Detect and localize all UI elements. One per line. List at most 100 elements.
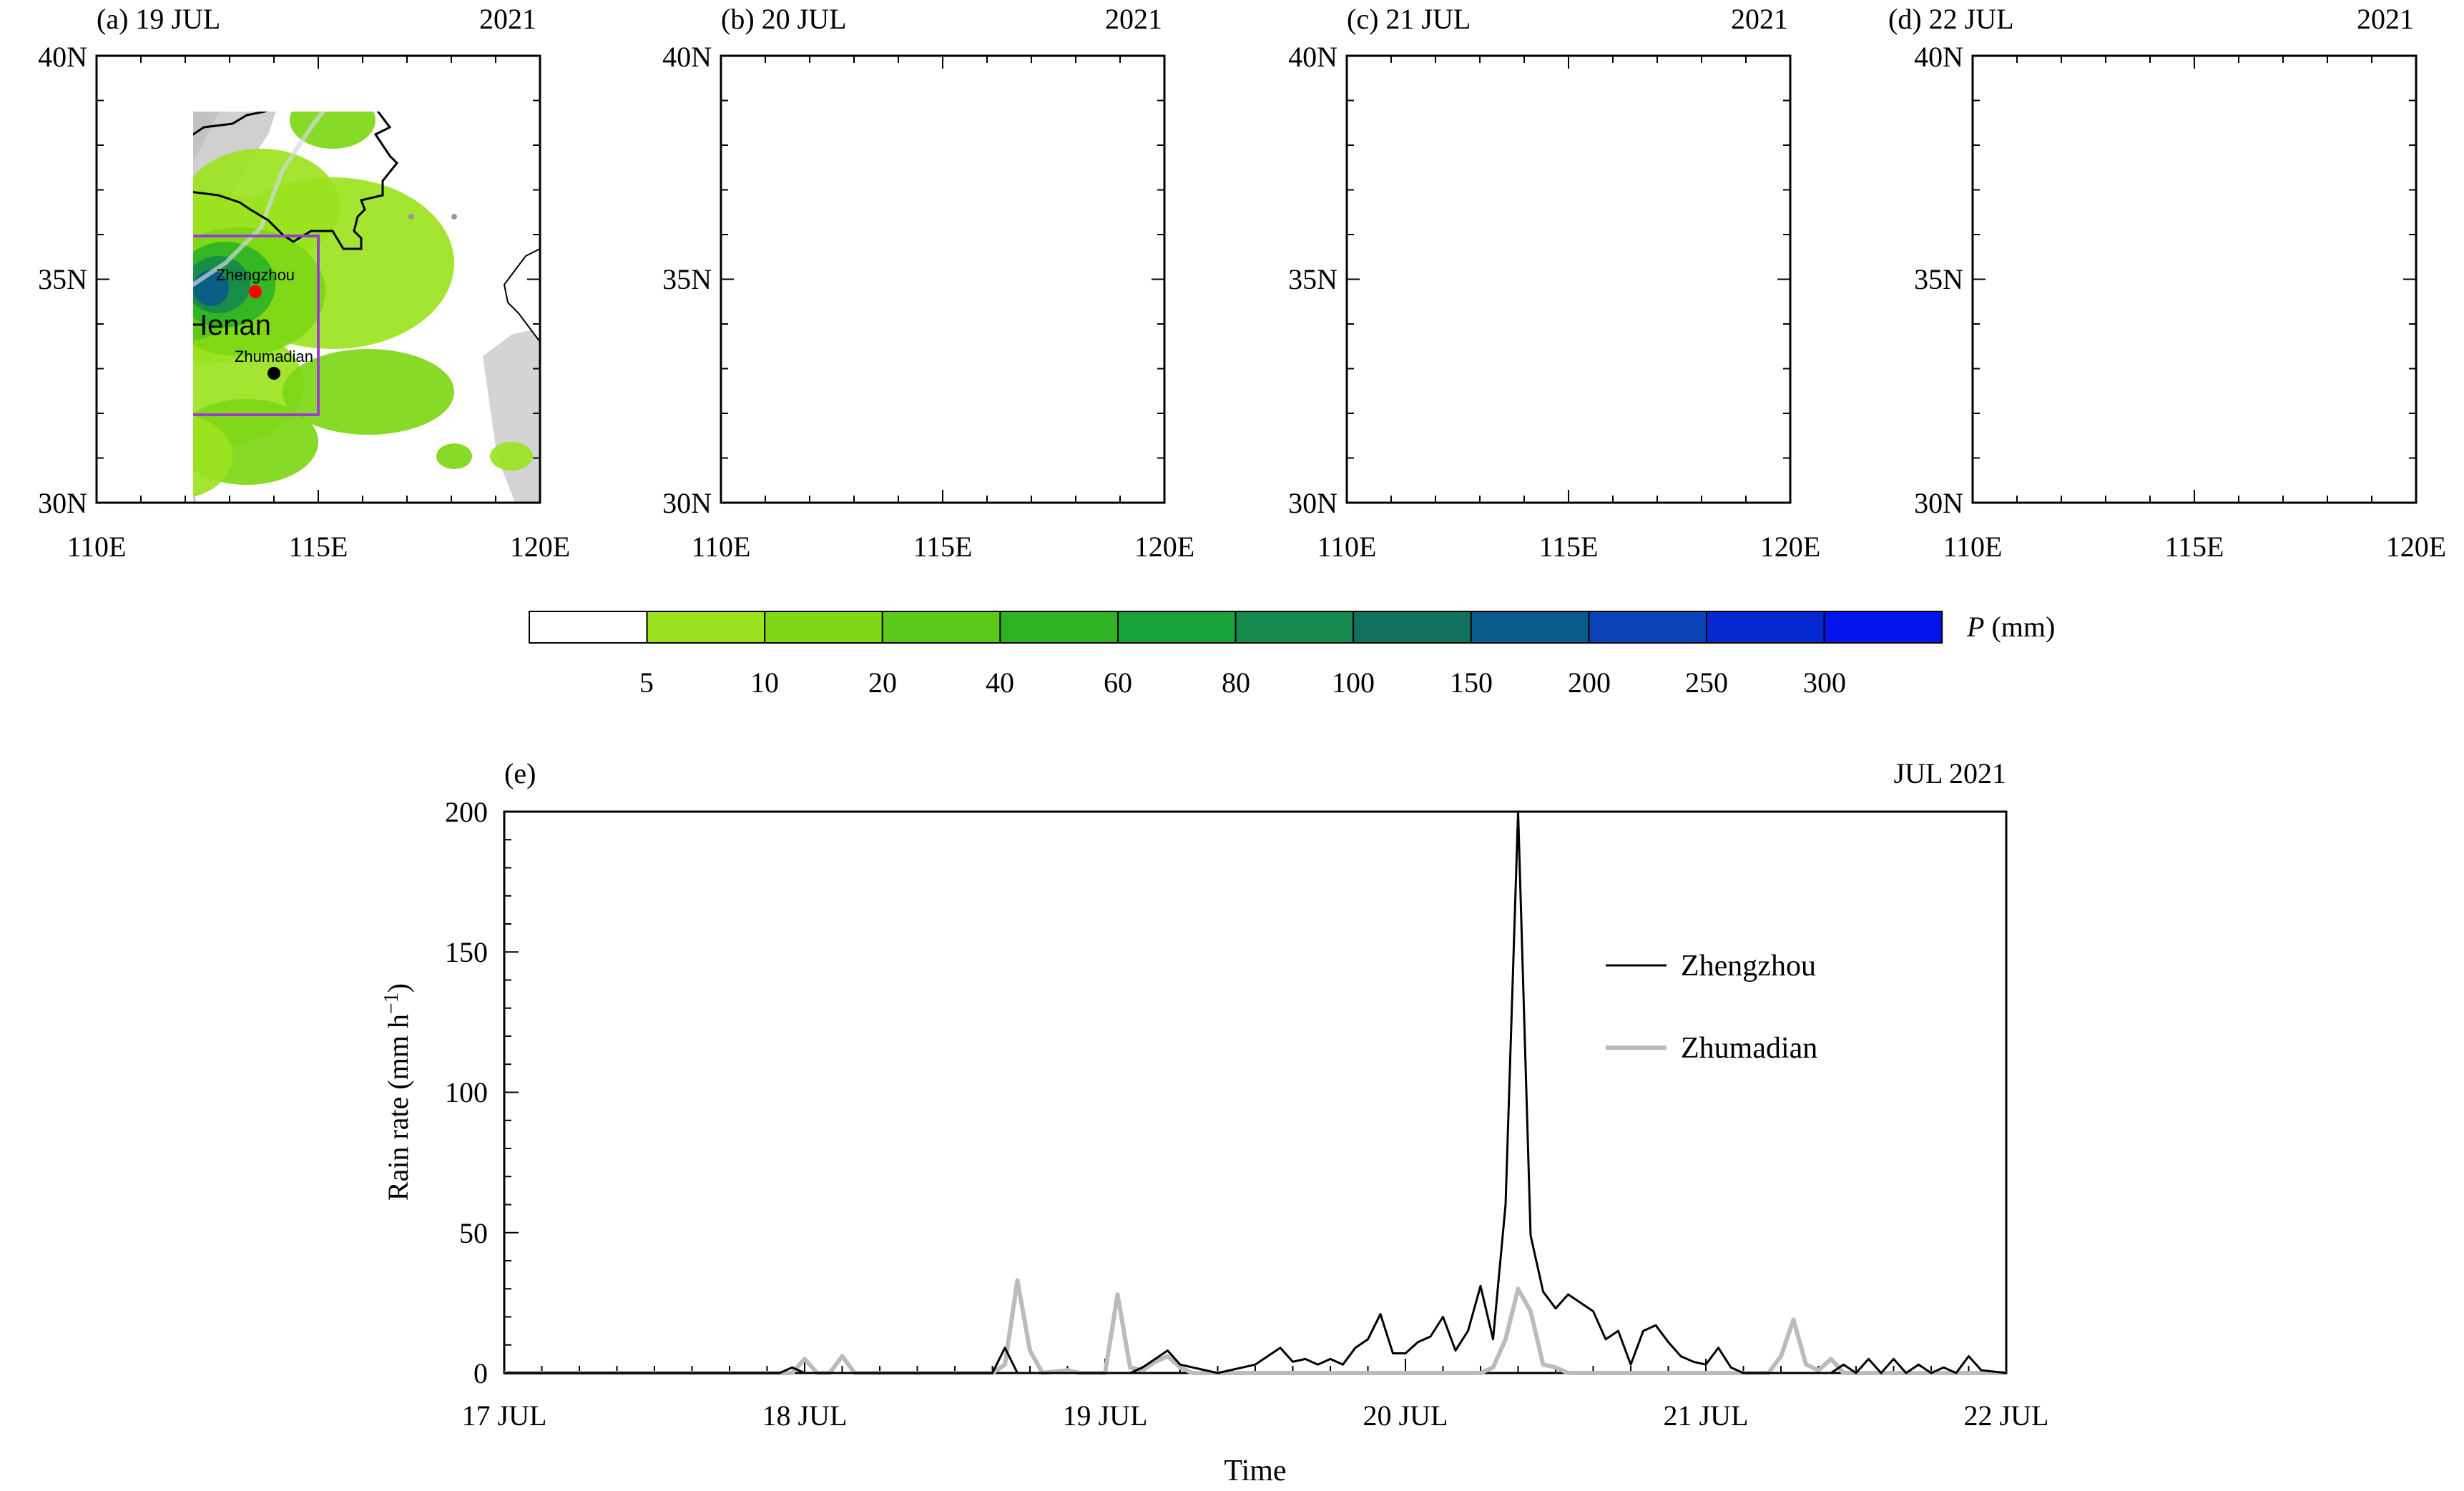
- plot-frame: [503, 810, 2008, 1374]
- map-frame: [1971, 54, 2418, 504]
- rain-patch: [1454, 41, 1654, 328]
- colorbar: [529, 611, 1943, 644]
- lat-tick-35n-c: 35N: [1288, 263, 1337, 295]
- panel-a-year: 2021: [479, 3, 536, 35]
- colorbar-cell: [1353, 611, 1472, 644]
- rain-patch: [850, 220, 1021, 349]
- city-marker-zhengzhou: [1499, 285, 1512, 298]
- map-background: [1973, 56, 2416, 503]
- rain-patch: [290, 112, 376, 149]
- map-frame-d: [1971, 54, 2418, 504]
- city-label-zhumadian: Zhumadian: [1485, 348, 1564, 365]
- lat-tick-30n-b: 30N: [662, 487, 712, 519]
- map-frame: [1345, 54, 1792, 504]
- terrain-north: [1619, 56, 1790, 67]
- rain-patch: [490, 442, 533, 471]
- y-axis-label-sup: −1: [381, 993, 403, 1014]
- colorbar-tick-200: 200: [1568, 666, 1611, 699]
- x-tick-21jul: 21 JUL: [1664, 1399, 1749, 1432]
- island-dot: [1033, 214, 1039, 220]
- axis-ticks: [504, 811, 2007, 1374]
- y-tick-150: 150: [445, 936, 488, 968]
- rain-patch: [1504, 120, 1547, 220]
- lon-tick-120e-a: 120E: [510, 531, 570, 563]
- region-box: [193, 235, 320, 416]
- island-dot: [408, 214, 414, 220]
- lon-tick-120e-c: 120E: [1760, 531, 1820, 563]
- rain-patch: [283, 349, 454, 435]
- lat-tick-40n-a: 40N: [38, 41, 87, 73]
- x-axis-label: Time: [1224, 1455, 1286, 1487]
- region-box: [764, 236, 943, 415]
- lat-tick-35n-b: 35N: [662, 263, 712, 295]
- map-frame-b: [720, 54, 1166, 504]
- terrain-east: [1107, 328, 1164, 503]
- panel-e-title: (e): [504, 757, 536, 789]
- rain-patch: [2044, 292, 2144, 363]
- colorbar-cell: [999, 611, 1119, 644]
- x-tick-20jul: 20 JUL: [1363, 1399, 1448, 1432]
- colorbar-cell: [1588, 611, 1707, 644]
- lon-tick-110e-d: 110E: [1943, 531, 2003, 563]
- lon-tick-110e-a: 110E: [67, 531, 127, 563]
- lat-tick-35n-a: 35N: [38, 263, 87, 295]
- rain-patch: [1540, 92, 1654, 235]
- coastline-east: [1129, 249, 1164, 342]
- colorbar-cell: [1470, 611, 1590, 644]
- panel-d-year: 2021: [2357, 3, 2414, 35]
- rain-patch: [778, 184, 1064, 385]
- terrain-mid: [1347, 56, 1561, 503]
- y-tick-100: 100: [445, 1076, 488, 1108]
- rain-patch: [1476, 177, 1576, 335]
- panel-c-title: (c) 21 JUL: [1347, 3, 1471, 35]
- city-label-zhengzhou: Zhengzhou: [840, 266, 919, 284]
- rain-patch: [2001, 277, 2087, 335]
- rain-patch: [1493, 134, 1551, 263]
- colorbar-tick-300: 300: [1803, 666, 1846, 699]
- colorbar-cell: [1235, 611, 1355, 644]
- colorbar-title-unit: (mm): [1984, 611, 2055, 643]
- coastline-bohai: [1690, 63, 1790, 109]
- coastline-bohai: [2316, 63, 2416, 109]
- rain-patch: [436, 443, 472, 469]
- rain-patch: [2323, 435, 2380, 478]
- map-frame-c: [1345, 54, 1792, 504]
- series-line-zhumadian: [504, 1278, 2006, 1375]
- city-marker-zhumadian: [892, 367, 905, 380]
- map-frame-a: [95, 54, 541, 504]
- colorbar-tick-80: 80: [1222, 666, 1250, 699]
- city-label-zhengzhou: Zhengzhou: [2092, 266, 2171, 284]
- island-dot: [2327, 214, 2333, 220]
- rain-patch: [878, 227, 1007, 328]
- rain-patch: [900, 249, 957, 306]
- lon-tick-115e-a: 115E: [289, 531, 348, 563]
- colorbar-tick-40: 40: [986, 666, 1014, 699]
- legend-label-zhengzhou: Zhengzhou: [1681, 950, 1816, 983]
- y-tick-0: 0: [473, 1357, 488, 1389]
- lon-tick-110e-b: 110E: [692, 531, 751, 563]
- city-label-zhumadian: Zhumadian: [235, 348, 313, 365]
- terrain-north: [368, 56, 540, 67]
- rain-patch: [1361, 385, 1476, 471]
- map-background: [1347, 56, 1790, 503]
- city-marker-zhumadian: [2144, 367, 2156, 380]
- river-line: [1347, 70, 1597, 328]
- city-marker-zhengzhou: [873, 285, 886, 298]
- lat-tick-35n-d: 35N: [1914, 263, 1963, 295]
- coastline-bohai: [440, 63, 540, 109]
- colorbar-tick-250: 250: [1685, 666, 1728, 699]
- legend-label-zhumadian: Zhumadian: [1681, 1032, 1817, 1065]
- city-label-zhumadian: Zhumadian: [2111, 348, 2189, 365]
- rain-patch: [835, 120, 1050, 235]
- rain-patch: [2016, 213, 2144, 299]
- rain-patch: [814, 342, 986, 428]
- coastline-bohai: [1064, 63, 1164, 109]
- rain-patch: [1461, 106, 1633, 349]
- y-axis-label-main: Rain rate (mm h: [382, 1014, 414, 1201]
- colorbar-cell: [1823, 611, 1943, 644]
- river-line: [1973, 70, 2223, 328]
- province-label: Henan: [1437, 310, 1521, 341]
- map-panel-a: Zhengzhou Zhumadian Henan: [193, 56, 541, 503]
- lon-tick-115e-b: 115E: [913, 531, 973, 563]
